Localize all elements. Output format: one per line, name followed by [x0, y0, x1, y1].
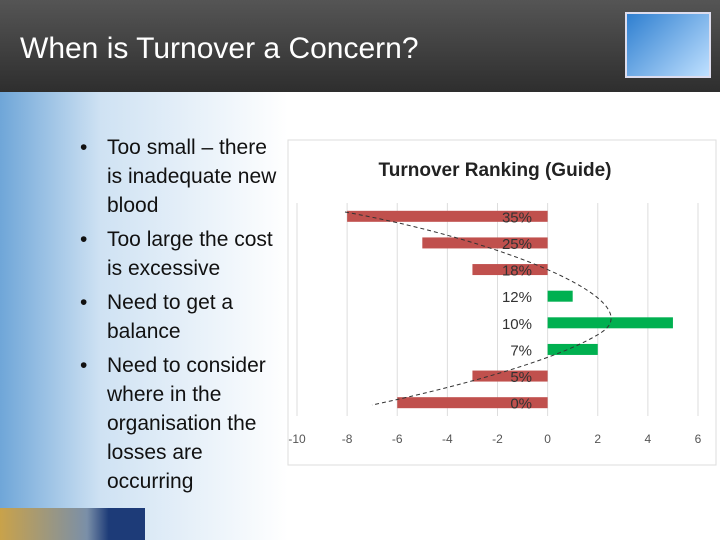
- y-tick-label: 35%: [502, 209, 532, 226]
- y-tick-label: 0%: [510, 396, 532, 413]
- bar: [397, 397, 548, 409]
- x-tick-label: 2: [594, 432, 601, 446]
- chart-frame: [287, 139, 717, 466]
- bullet: Need to consider where in the organisati…: [80, 351, 285, 496]
- bar: [547, 343, 598, 355]
- bar: [347, 210, 548, 222]
- x-tick-label: 0: [544, 432, 551, 446]
- guide-curve: [344, 211, 612, 406]
- bullet: Need to get a balance: [80, 288, 285, 346]
- logo: [625, 12, 711, 78]
- x-tick-label: -8: [342, 432, 353, 446]
- bar: [547, 317, 673, 329]
- x-tick-label: -4: [442, 432, 453, 446]
- y-tick-label: 25%: [502, 236, 532, 253]
- chart-title: Turnover Ranking (Guide): [379, 160, 612, 181]
- bullet: Too small – there is inadequate new bloo…: [80, 133, 285, 220]
- bullet-list: Too small – there is inadequate new bloo…: [80, 133, 285, 501]
- y-tick-label: 10%: [502, 316, 532, 333]
- x-tick-label: 4: [645, 432, 652, 446]
- y-tick-label: 7%: [510, 342, 532, 359]
- y-tick-label: 18%: [502, 263, 532, 280]
- bullet: Too large the cost is excessive: [80, 225, 285, 283]
- footer-image: [0, 508, 145, 540]
- bar: [472, 264, 548, 276]
- x-tick-label: 6: [695, 432, 702, 446]
- title-bar: [0, 0, 720, 92]
- y-tick-label: 5%: [510, 369, 532, 386]
- slide-title: When is Turnover a Concern?: [20, 32, 419, 65]
- bar: [472, 370, 548, 382]
- y-tick-label: 12%: [502, 289, 532, 306]
- x-tick-label: -2: [492, 432, 503, 446]
- x-tick-label: -6: [392, 432, 403, 446]
- x-tick-label: -10: [288, 432, 306, 446]
- bar: [422, 237, 548, 249]
- bar: [547, 290, 573, 302]
